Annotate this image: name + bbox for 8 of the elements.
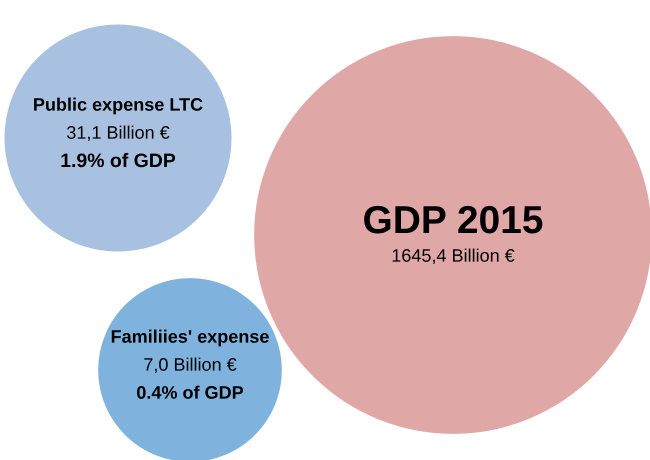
category-label: GDP 2015: [364, 206, 542, 234]
category-label: Public expense LTC: [34, 98, 203, 114]
category-label: Familiies' expense: [112, 330, 269, 346]
data-label: 7,0 Billion €: [144, 358, 236, 373]
data-label: 1645,4 Billion €: [392, 248, 514, 264]
data-label: 31,1 Billion €: [66, 126, 170, 141]
text: 0.4% of GDP: [137, 386, 244, 399]
text: 1.9% of GDP: [61, 152, 176, 168]
